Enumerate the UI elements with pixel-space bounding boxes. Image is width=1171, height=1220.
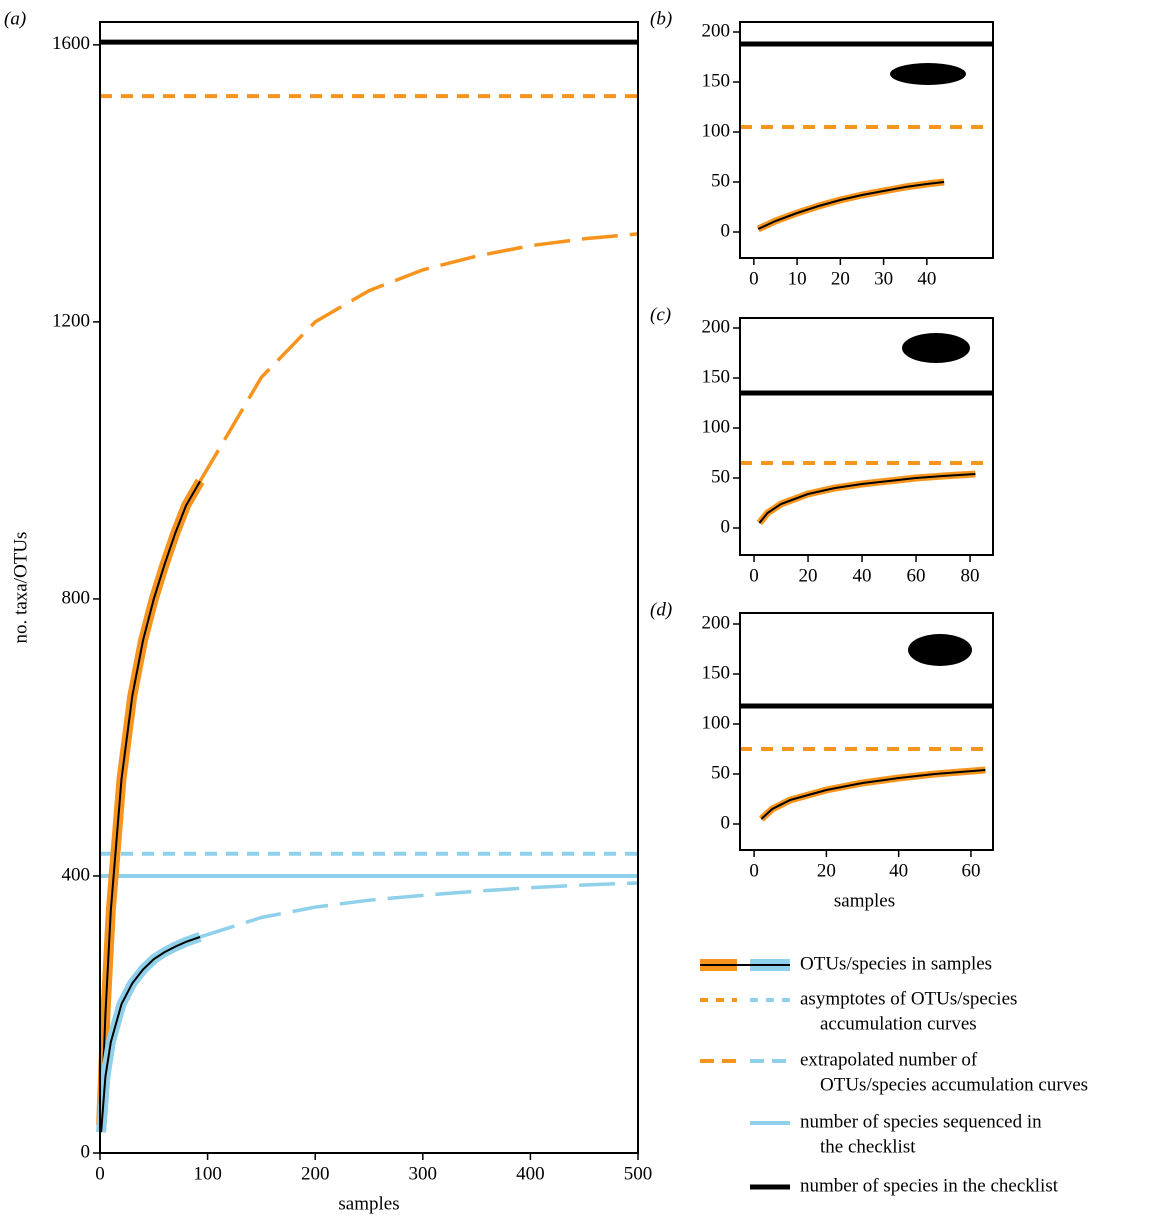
y-tick-label: 100 xyxy=(702,416,731,437)
y-tick-label: 150 xyxy=(702,366,731,387)
plot-frame xyxy=(739,612,994,851)
panel-label: (b) xyxy=(650,8,672,29)
observed-curve xyxy=(100,935,201,1133)
y-tick-label: 400 xyxy=(62,864,91,885)
x-tick-label: 0 xyxy=(749,268,759,289)
y-tick-label: 800 xyxy=(62,587,91,608)
x-tick-label: 30 xyxy=(874,268,893,289)
y-tick-label: 150 xyxy=(702,662,731,683)
observed-curve xyxy=(760,769,986,820)
panel-label: (d) xyxy=(650,599,672,620)
observed-curve xyxy=(757,181,945,230)
y-tick-label: 50 xyxy=(711,762,730,783)
x-tick-label: 60 xyxy=(961,860,980,881)
x-tick-label: 20 xyxy=(831,268,850,289)
x-axis-label: samples xyxy=(338,1193,399,1214)
x-tick-label: 0 xyxy=(95,1163,105,1184)
x-tick-label: 400 xyxy=(516,1163,545,1184)
confidence-band xyxy=(96,932,202,1133)
y-tick-label: 200 xyxy=(702,20,731,41)
y-tick-label: 150 xyxy=(702,70,731,91)
legend-label: accumulation curves xyxy=(820,1013,977,1034)
y-tick-label: 200 xyxy=(702,612,731,633)
fish-icons xyxy=(890,63,972,666)
x-tick-label: 300 xyxy=(409,1163,438,1184)
y-tick-label: 100 xyxy=(702,120,731,141)
confidence-band xyxy=(756,178,945,233)
fish-icon xyxy=(908,634,972,666)
extrapolated-curve xyxy=(199,881,639,939)
extrapolated-curve xyxy=(198,232,639,483)
legend-label: extrapolated number of xyxy=(800,1049,978,1070)
x-tick-label: 500 xyxy=(624,1163,653,1184)
confidence-band xyxy=(756,470,976,526)
legend-label: number of species sequenced in xyxy=(800,1111,1042,1132)
plot-frame xyxy=(739,21,994,259)
y-tick-label: 200 xyxy=(702,316,731,337)
x-tick-label: 40 xyxy=(853,565,872,586)
x-tick-label: 0 xyxy=(749,860,759,881)
y-tick-label: 0 xyxy=(721,220,731,241)
legend-label: number of species in the checklist xyxy=(800,1175,1059,1196)
x-tick-label: 80 xyxy=(961,565,980,586)
plot-frame xyxy=(739,317,994,556)
y-tick-label: 0 xyxy=(81,1141,91,1162)
x-tick-label: 10 xyxy=(788,268,807,289)
confidence-band xyxy=(758,766,986,822)
x-tick-label: 40 xyxy=(917,268,936,289)
x-axis-label: samples xyxy=(834,890,895,911)
y-tick-label: 1200 xyxy=(52,310,90,331)
fish-icon xyxy=(902,333,970,363)
observed-curve xyxy=(100,480,201,1126)
y-tick-label: 0 xyxy=(721,812,731,833)
legend-label: asymptotes of OTUs/species xyxy=(800,988,1017,1009)
panel-label: (c) xyxy=(650,304,671,325)
plot-frame xyxy=(99,21,639,1154)
y-axis-label: no. taxa/OTUs xyxy=(10,532,31,644)
y-tick-label: 50 xyxy=(711,466,730,487)
x-tick-label: 40 xyxy=(889,860,908,881)
observed-curve xyxy=(758,473,976,524)
x-tick-label: 60 xyxy=(907,565,926,586)
legend-label: OTUs/species in samples xyxy=(800,953,992,974)
x-tick-label: 20 xyxy=(817,860,836,881)
y-tick-label: 1600 xyxy=(52,33,90,54)
x-tick-label: 100 xyxy=(193,1163,222,1184)
legend-label: OTUs/species accumulation curves xyxy=(820,1074,1088,1095)
legend-label: the checklist xyxy=(820,1136,916,1157)
x-tick-label: 0 xyxy=(749,565,759,586)
x-tick-label: 200 xyxy=(301,1163,330,1184)
fish-icon xyxy=(890,63,966,85)
y-tick-label: 0 xyxy=(721,516,731,537)
panel-label: (a) xyxy=(4,8,26,29)
y-tick-label: 50 xyxy=(711,170,730,191)
y-tick-label: 100 xyxy=(702,712,731,733)
x-tick-label: 20 xyxy=(799,565,818,586)
